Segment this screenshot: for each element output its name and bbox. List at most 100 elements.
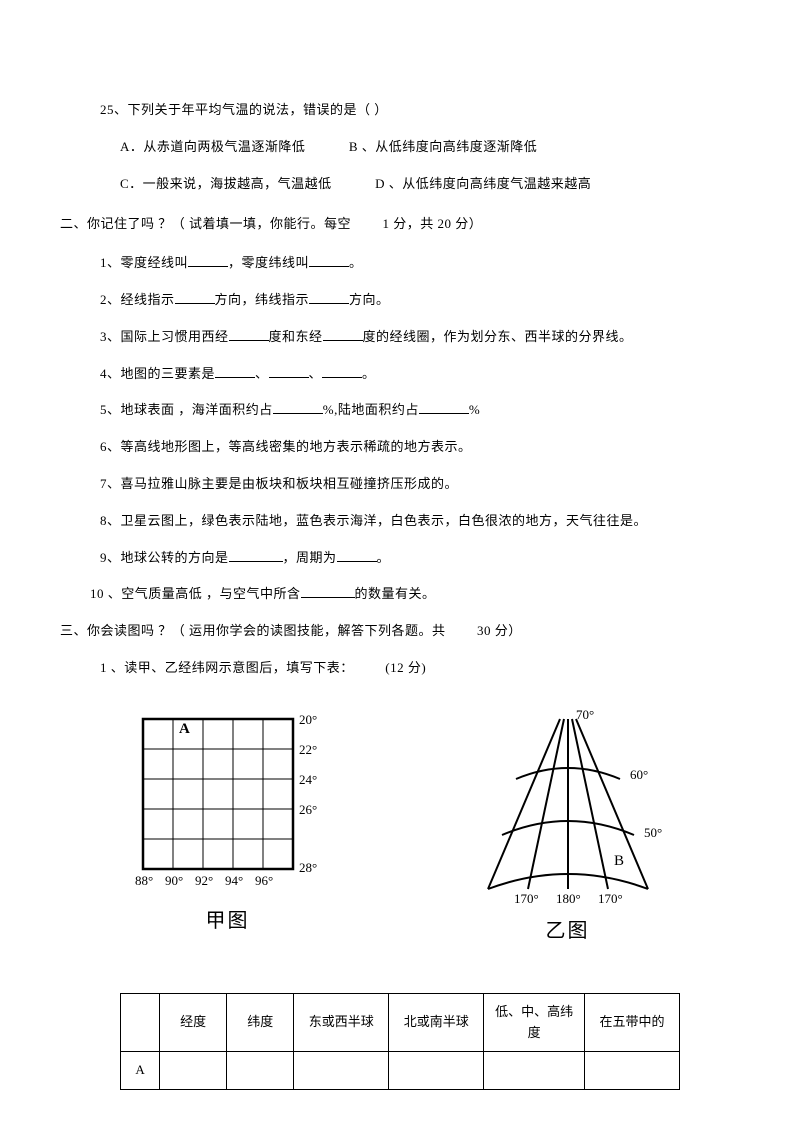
blank[interactable] bbox=[323, 327, 363, 341]
blank[interactable] bbox=[188, 253, 228, 267]
blank[interactable] bbox=[309, 290, 349, 304]
sec2-title-pts: 1 分，共 20 分） bbox=[383, 216, 483, 231]
q5a: 5、地球表面 ，海洋面积约占 bbox=[100, 402, 273, 417]
sec2-title-text: 二、你记住了吗 ？（ 试着填一填，你能行。每空 bbox=[60, 216, 351, 231]
blank[interactable] bbox=[215, 364, 255, 378]
blank[interactable] bbox=[273, 400, 323, 414]
q1b: ，零度纬线叫 bbox=[228, 255, 309, 270]
xlab: 90° bbox=[165, 873, 183, 888]
th-ew: 东或西半球 bbox=[294, 993, 389, 1052]
sec2-q3: 3、国际上习惯用西经 度和东经 度的经线圈，作为划分东、西半球的分界线。 bbox=[100, 327, 740, 348]
q2b: 方向，纬线指示 bbox=[215, 292, 310, 307]
q2c: 方向。 bbox=[349, 292, 390, 307]
cell[interactable] bbox=[484, 1052, 585, 1090]
ylab: 28° bbox=[299, 860, 317, 875]
sec3-q1-pts: (12 分) bbox=[385, 660, 426, 675]
blank[interactable] bbox=[337, 548, 377, 562]
blank[interactable] bbox=[229, 548, 283, 562]
fig-yi-caption: 乙图 bbox=[458, 915, 678, 947]
blank[interactable] bbox=[301, 584, 355, 598]
blank[interactable] bbox=[419, 400, 469, 414]
fig-yi-svg: 70° 60° 50° B 170° 180° 170° bbox=[458, 707, 678, 907]
fig-jia: 20° 22° 24° 26° 28° 88° 90° 92° 94° 96° … bbox=[123, 707, 333, 937]
blank[interactable] bbox=[309, 253, 349, 267]
q3b: 度和东经 bbox=[269, 329, 323, 344]
q2a: 2、经线指示 bbox=[100, 292, 175, 307]
ylab: 22° bbox=[299, 742, 317, 757]
sec2-q8: 8、卫星云图上，绿色表示陆地，蓝色表示海洋，白色表示，白色很浓的地方，天气往往是… bbox=[100, 511, 740, 532]
sec2-q5: 5、地球表面 ，海洋面积约占 %,陆地面积约占% bbox=[100, 400, 740, 421]
q25-b: B 、从低纬度向高纬度逐渐降低 bbox=[349, 139, 537, 154]
lon-label: 180° bbox=[556, 891, 581, 906]
xlab: 92° bbox=[195, 873, 213, 888]
q9b: ，周期为 bbox=[283, 550, 337, 565]
th-ns: 北或南半球 bbox=[389, 993, 484, 1052]
q25-row2: C．一般来说，海拔越高，气温越低 D 、从低纬度向高纬度气温越来越高 bbox=[120, 174, 740, 195]
th-blank bbox=[121, 993, 160, 1052]
lat-label: 60° bbox=[630, 767, 648, 782]
lon-label: 170° bbox=[598, 891, 623, 906]
xlab: 94° bbox=[225, 873, 243, 888]
section2-title: 二、你记住了吗 ？（ 试着填一填，你能行。每空 1 分，共 20 分） bbox=[60, 214, 740, 235]
q4b: 、 bbox=[255, 366, 269, 381]
q25-c: C．一般来说，海拔越高，气温越低 bbox=[120, 176, 332, 191]
xlab: 96° bbox=[255, 873, 273, 888]
blank[interactable] bbox=[175, 290, 215, 304]
q5b: %,陆地面积约占 bbox=[323, 402, 419, 417]
sec2-q6: 6、等高线地形图上，等高线密集的地方表示稀疏的地方表示。 bbox=[100, 437, 740, 458]
q25-d: D 、从低纬度向高纬度气温越来越高 bbox=[375, 176, 591, 191]
q10a: 10 、空气质量高低 ，与空气中所含 bbox=[90, 586, 301, 601]
th-lon: 经度 bbox=[160, 993, 227, 1052]
sec3-q1: 1 、读甲、乙经纬网示意图后，填写下表： (12 分) bbox=[100, 658, 740, 679]
q3c: 度的经线圈，作为划分东、西半球的分界线。 bbox=[363, 329, 633, 344]
sec2-q2: 2、经线指示 方向，纬线指示 方向。 bbox=[100, 290, 740, 311]
q25-a: A．从赤道向两极气温逐渐降低 bbox=[120, 139, 305, 154]
q1c: 。 bbox=[349, 255, 363, 270]
q10b: 的数量有关。 bbox=[355, 586, 436, 601]
sec3-title-pts: 30 分） bbox=[477, 623, 522, 638]
th-lat: 纬度 bbox=[227, 993, 294, 1052]
q4c: 、 bbox=[309, 366, 323, 381]
sec3-title-text: 三、你会读图吗 ？（ 运用你学会的读图技能，解答下列各题。共 bbox=[60, 623, 446, 638]
q9c: 。 bbox=[377, 550, 391, 565]
lon-label: 170° bbox=[514, 891, 539, 906]
cell[interactable] bbox=[160, 1052, 227, 1090]
ylab: 24° bbox=[299, 772, 317, 787]
th-latband: 低、中、高纬度 bbox=[484, 993, 585, 1052]
answer-table: 经度 纬度 东或西半球 北或南半球 低、中、高纬度 在五带中的 A bbox=[120, 993, 680, 1090]
table-header-row: 经度 纬度 东或西半球 北或南半球 低、中、高纬度 在五带中的 bbox=[121, 993, 680, 1052]
cell[interactable] bbox=[227, 1052, 294, 1090]
blank[interactable] bbox=[269, 364, 309, 378]
q1a: 1、零度经线叫 bbox=[100, 255, 188, 270]
blank[interactable] bbox=[322, 364, 362, 378]
q5c: % bbox=[469, 402, 480, 417]
ylab: 20° bbox=[299, 712, 317, 727]
blank[interactable] bbox=[229, 327, 269, 341]
top-label: 70° bbox=[576, 707, 594, 722]
q25-row1: A．从赤道向两极气温逐渐降低 B 、从低纬度向高纬度逐渐降低 bbox=[120, 137, 740, 158]
sec2-q4: 4、地图的三要素是 、 、 。 bbox=[100, 364, 740, 385]
fig-jia-caption: 甲图 bbox=[123, 905, 333, 937]
cell[interactable] bbox=[584, 1052, 679, 1090]
cell[interactable] bbox=[389, 1052, 484, 1090]
row-a-label: A bbox=[121, 1052, 160, 1090]
sec3-q1-text: 1 、读甲、乙经纬网示意图后，填写下表： bbox=[100, 660, 354, 675]
table-row: A bbox=[121, 1052, 680, 1090]
q9a: 9、地球公转的方向是 bbox=[100, 550, 229, 565]
q3a: 3、国际上习惯用西经 bbox=[100, 329, 229, 344]
section3-title: 三、你会读图吗 ？（ 运用你学会的读图技能，解答下列各题。共 30 分） bbox=[60, 621, 740, 642]
fig-yi: 70° 60° 50° B 170° 180° 170° 乙图 bbox=[458, 707, 678, 947]
xlab: 88° bbox=[135, 873, 153, 888]
cell[interactable] bbox=[294, 1052, 389, 1090]
q4d: 。 bbox=[362, 366, 376, 381]
point-a-label: A bbox=[179, 721, 190, 737]
q4a: 4、地图的三要素是 bbox=[100, 366, 215, 381]
sec2-q10: 10 、空气质量高低 ，与空气中所含 的数量有关。 bbox=[90, 584, 740, 605]
lat-label: 50° bbox=[644, 825, 662, 840]
th-zone: 在五带中的 bbox=[584, 993, 679, 1052]
sec2-q9: 9、地球公转的方向是 ，周期为 。 bbox=[100, 548, 740, 569]
q25-stem: 25、下列关于年平均气温的说法，错误的是（ ） bbox=[100, 100, 740, 121]
ylab: 26° bbox=[299, 802, 317, 817]
point-b-label: B bbox=[614, 853, 624, 869]
sec2-q7: 7、喜马拉雅山脉主要是由板块和板块相互碰撞挤压形成的。 bbox=[100, 474, 740, 495]
